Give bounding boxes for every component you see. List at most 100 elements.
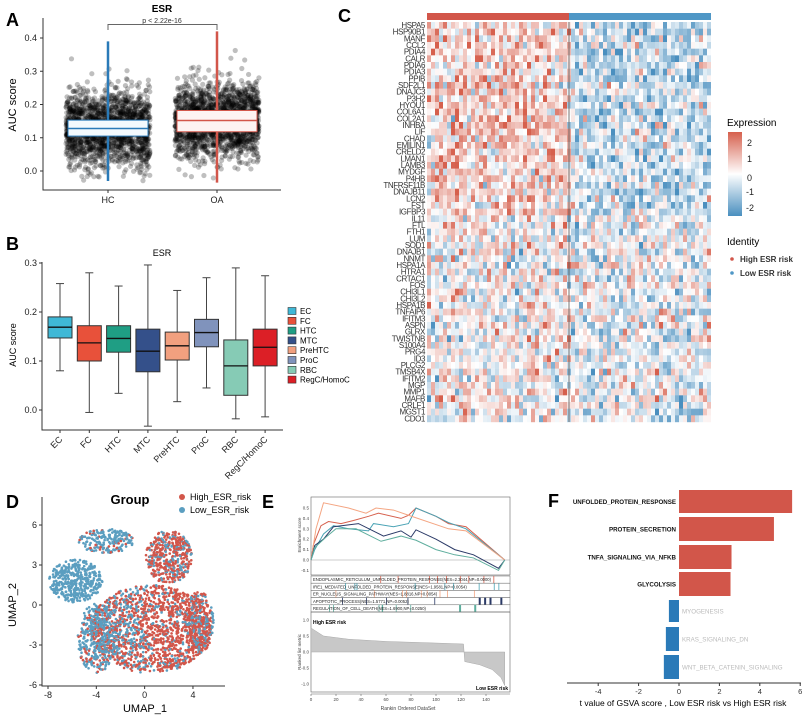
- jitter-point: [117, 113, 123, 119]
- jitter-point: [140, 114, 146, 120]
- jitter-point: [117, 109, 123, 115]
- heatmap-cell: [511, 102, 515, 109]
- heatmap-cell: [483, 82, 487, 89]
- heatmap-cell: [499, 28, 503, 36]
- heatmap-cell: [467, 42, 471, 49]
- heatmap-cell: [447, 35, 451, 43]
- heatmap-cell: [455, 115, 459, 123]
- heatmap-cell: [491, 68, 495, 76]
- heatmap-cell: [603, 102, 607, 109]
- heatmap-cell: [579, 22, 583, 29]
- heatmap-cell: [575, 88, 579, 96]
- jitter-point: [116, 91, 122, 97]
- heatmap-cell: [547, 68, 551, 76]
- panel-label-e: E: [262, 492, 274, 512]
- jitter-point: [98, 147, 104, 154]
- heatmap-cell: [695, 88, 699, 96]
- jitter-point: [93, 136, 99, 142]
- heatmap-cell: [671, 48, 675, 56]
- jitter-point: [95, 153, 101, 159]
- heatmap-cell: [599, 75, 603, 83]
- heatmap-cell: [647, 115, 651, 123]
- heatmap-cell: [659, 62, 663, 69]
- heatmap-cell: [451, 95, 455, 103]
- heatmap-cell: [503, 22, 507, 29]
- heatmap-cell: [515, 28, 519, 36]
- heatmap-cell: [459, 28, 463, 36]
- heatmap-cell: [463, 68, 467, 76]
- heatmap-cell: [655, 108, 659, 116]
- jitter-point: [90, 105, 96, 111]
- jitter-point: [64, 94, 70, 100]
- heatmap-cell: [659, 22, 663, 29]
- heatmap-cell: [543, 48, 547, 56]
- jitter-point: [82, 167, 88, 173]
- jitter-point: [70, 104, 76, 110]
- jitter-point: [142, 141, 148, 147]
- heatmap-cell: [639, 28, 643, 36]
- jitter-point: [72, 88, 78, 94]
- heatmap-cell: [523, 122, 527, 129]
- heatmap-cell: [635, 128, 639, 136]
- heatmap-cell: [467, 122, 471, 129]
- jitter-point: [82, 102, 88, 108]
- heatmap-cell: [531, 75, 535, 83]
- jitter-point: [109, 143, 116, 149]
- heatmap-cell: [559, 55, 563, 63]
- heatmap-cell: [667, 42, 671, 49]
- heatmap-cell: [563, 35, 567, 43]
- heatmap-cell: [639, 108, 643, 116]
- heatmap-cell: [551, 82, 555, 89]
- jitter-point: [137, 102, 144, 109]
- jitter-point: [67, 141, 73, 148]
- jitter-point: [124, 98, 130, 104]
- jitter-point: [135, 109, 142, 115]
- heatmap-cell: [583, 82, 587, 89]
- jitter-point: [111, 101, 117, 107]
- jitter-point: [120, 105, 126, 111]
- heatmap-cell: [479, 22, 483, 29]
- heatmap-cell: [619, 68, 623, 76]
- jitter-point: [63, 138, 70, 144]
- heatmap-cell: [431, 108, 435, 116]
- heatmap-cell: [439, 88, 443, 96]
- heatmap-cell: [587, 42, 591, 49]
- jitter-point: [71, 115, 77, 121]
- heatmap-cell: [699, 115, 703, 123]
- heatmap-cell: [687, 108, 691, 116]
- heatmap-cell: [515, 75, 519, 83]
- jitter-point: [86, 112, 92, 119]
- heatmap-cell: [607, 55, 611, 63]
- heatmap-cell: [699, 48, 703, 56]
- heatmap-cell: [643, 95, 647, 103]
- jitter-point: [108, 115, 114, 121]
- heatmap-cell: [571, 75, 575, 83]
- heatmap-cell: [599, 115, 603, 123]
- heatmap-cell: [679, 55, 683, 63]
- heatmap-cell: [699, 42, 703, 49]
- heatmap-cell: [527, 102, 531, 109]
- jitter-point: [136, 100, 142, 106]
- heatmap-cell: [707, 48, 711, 56]
- jitter-point: [120, 99, 126, 106]
- jitter-point: [144, 141, 150, 147]
- heatmap-cell: [675, 42, 679, 49]
- heatmap-cell: [671, 115, 675, 123]
- heatmap-cell: [623, 75, 627, 83]
- heatmap-cell: [583, 35, 587, 43]
- heatmap-cell: [607, 48, 611, 56]
- heatmap-cell: [651, 42, 655, 49]
- jitter-point: [87, 103, 93, 109]
- jitter-point: [139, 141, 145, 147]
- heatmap-cell: [635, 28, 639, 36]
- jitter-point: [132, 141, 138, 147]
- jitter-point: [138, 93, 144, 99]
- heatmap-cell: [539, 95, 543, 103]
- heatmap-cell: [675, 75, 679, 83]
- jitter-point: [229, 140, 235, 146]
- heatmap-cell: [527, 22, 531, 29]
- heatmap-cell: [599, 62, 603, 69]
- heatmap-cell: [547, 62, 551, 69]
- jitter-point: [110, 145, 116, 151]
